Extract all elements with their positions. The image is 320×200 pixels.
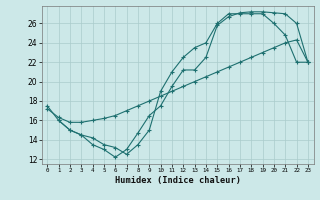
X-axis label: Humidex (Indice chaleur): Humidex (Indice chaleur): [115, 176, 241, 185]
